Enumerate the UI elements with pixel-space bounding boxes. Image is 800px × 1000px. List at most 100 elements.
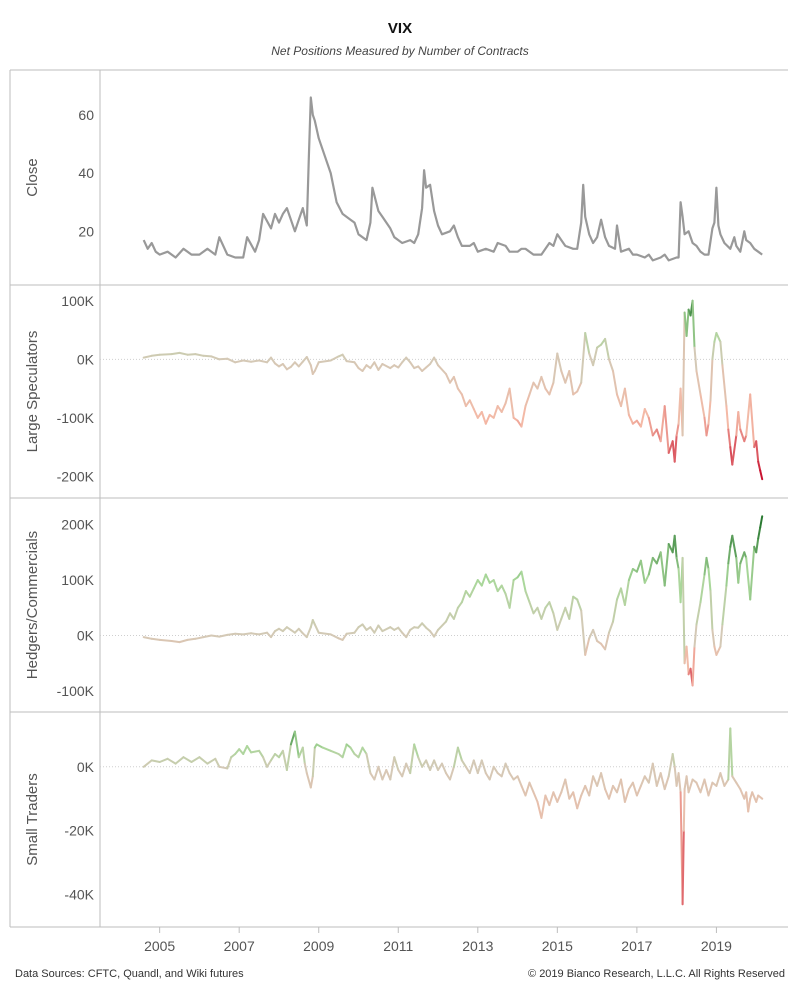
series-segment [528, 601, 535, 615]
y-axis-label: Hedgers/Commercials [24, 531, 41, 679]
series-segment [281, 363, 288, 371]
series-segment [500, 402, 507, 413]
series-segment [401, 356, 408, 364]
series-segment [576, 381, 583, 393]
series-segment [675, 422, 680, 437]
series-segment [691, 645, 696, 687]
series-segment [468, 399, 475, 410]
x-tick-label: 2015 [542, 938, 573, 954]
series-segment [313, 623, 320, 634]
series-segment [520, 784, 527, 797]
y-tick-label: 200K [61, 517, 94, 533]
series-segment [437, 364, 447, 375]
series-segment [757, 460, 762, 472]
y-tick-label: 40 [78, 165, 94, 181]
series-segment [297, 627, 304, 635]
series-segment [560, 370, 567, 384]
series-segment [250, 359, 261, 363]
series-segment [739, 788, 746, 800]
series-segment [476, 759, 483, 775]
series-segment [627, 568, 634, 582]
series-segment [369, 361, 376, 370]
series-segment [250, 749, 261, 754]
series-segment [421, 759, 428, 768]
series-segment [747, 797, 752, 813]
series-segment [313, 361, 320, 372]
series-segment [623, 387, 630, 416]
series-segment [616, 587, 622, 601]
series-segment [150, 353, 161, 357]
series-segment [166, 757, 177, 765]
series-segment [361, 746, 368, 755]
close-series-line [142, 96, 763, 262]
series-segment [258, 631, 268, 636]
series-segment [552, 612, 559, 631]
series-segment [456, 387, 463, 396]
series-segment [699, 778, 706, 794]
series-segment [548, 601, 555, 615]
series-segment [329, 355, 340, 362]
series-segment [480, 411, 487, 425]
y-axis-label: Large Speculators [24, 331, 41, 453]
series-segment [731, 534, 738, 559]
series-segment [250, 632, 261, 636]
series-segment [699, 393, 706, 419]
series-segment [158, 757, 169, 763]
series-segment [345, 360, 356, 364]
series-segment [715, 645, 722, 656]
series-segment [317, 631, 332, 636]
series-segment [158, 638, 173, 642]
series-segment [651, 762, 658, 787]
series-segment [142, 759, 153, 768]
series-segment [745, 556, 752, 601]
series-segment [659, 551, 666, 587]
series-segment [210, 355, 221, 361]
series-segment [242, 359, 253, 363]
series-segment [186, 637, 197, 641]
series-segment [345, 631, 356, 635]
series-segment [620, 587, 626, 606]
series-segment [759, 469, 764, 481]
series-segment [584, 332, 591, 355]
series-segment [150, 759, 161, 763]
x-tick-label: 2013 [462, 938, 493, 954]
vix-positions-chart: Close 20 40 60 Large Speculators 100K 0K -100K -… [9, 69, 788, 954]
series-segment [329, 633, 340, 640]
series-segment [707, 568, 712, 593]
series-segment [242, 745, 249, 755]
series-segment [508, 579, 515, 609]
series-segment [377, 363, 384, 371]
series-segment [524, 781, 531, 797]
series-segment [218, 633, 229, 638]
series-segment [186, 353, 197, 356]
series-segment [677, 772, 682, 794]
series-segment [492, 579, 499, 593]
series-segment [685, 308, 690, 337]
series-segment [612, 598, 618, 623]
chart-subtitle: Net Positions Measured by Number of Cont… [271, 44, 529, 58]
series-segment [293, 730, 300, 759]
series-segment [321, 746, 332, 752]
series-segment [727, 545, 732, 565]
series-segment [612, 370, 618, 396]
series-segment [639, 408, 646, 428]
series-segment [349, 746, 356, 755]
series-segment [719, 772, 726, 787]
series-segment [315, 743, 324, 749]
series-segment [409, 361, 416, 370]
series-segment [759, 515, 764, 529]
series-segment [675, 556, 680, 570]
series-segment [417, 365, 424, 372]
series-segment [608, 620, 614, 634]
series-segment [142, 636, 153, 640]
series-segment [305, 772, 312, 789]
series-segment [433, 356, 439, 367]
series-segment [584, 637, 591, 656]
series-segment [281, 749, 288, 771]
series-segment [214, 757, 221, 768]
series-segment [468, 759, 475, 775]
series-segment [757, 794, 764, 800]
y-tick-label: -100K [57, 410, 95, 426]
series-segment [202, 354, 213, 358]
series-segment [681, 829, 685, 906]
